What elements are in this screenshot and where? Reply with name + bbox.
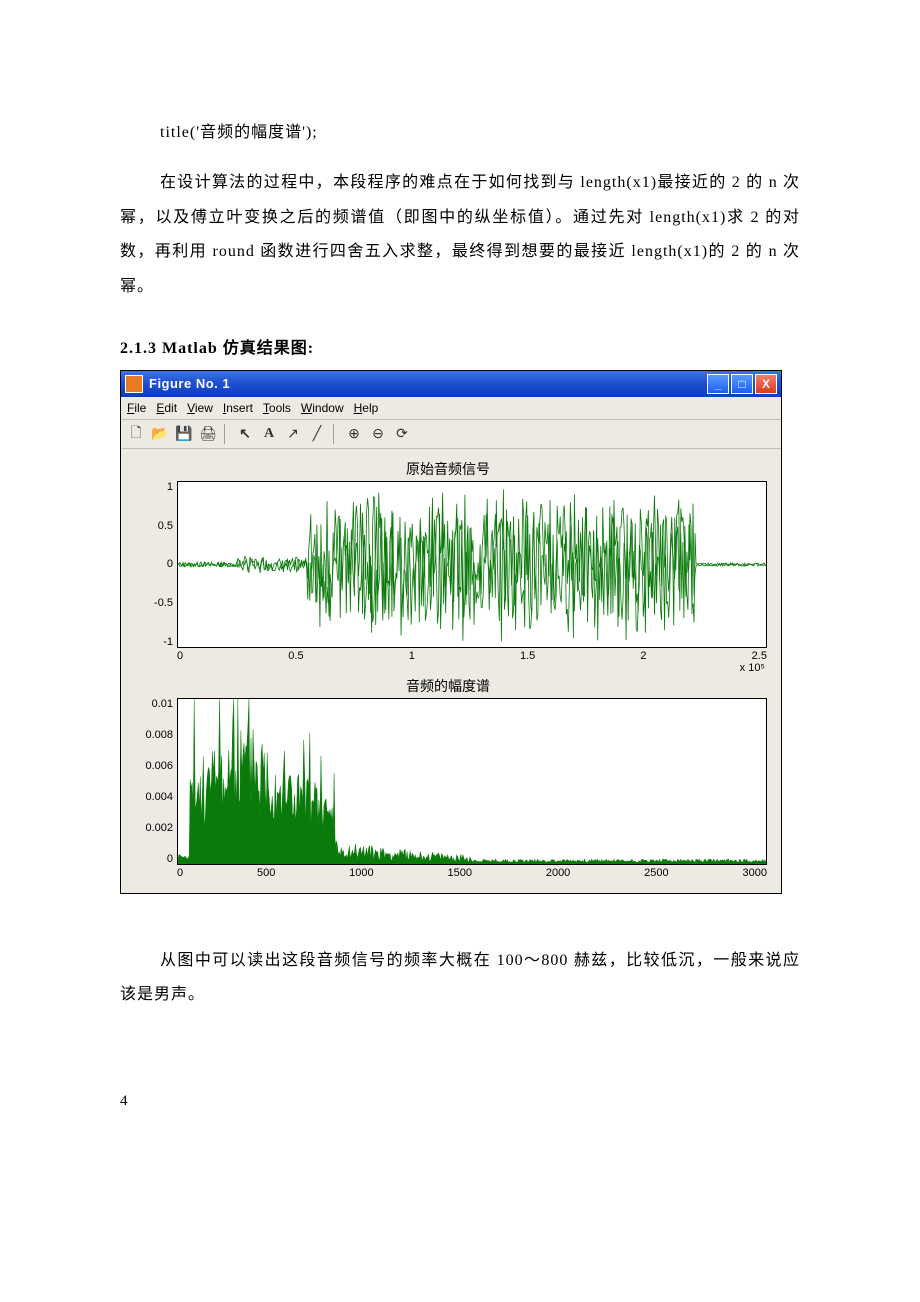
open-icon[interactable]: 📂 — [149, 423, 171, 445]
toolbar-separator — [333, 424, 338, 444]
save-icon[interactable]: 💾 — [173, 423, 195, 445]
menu-help[interactable]: Help — [354, 401, 379, 415]
rotate-icon[interactable]: ⟳ — [391, 423, 413, 445]
minimize-button[interactable]: _ — [707, 374, 729, 394]
plot2-xticks: 0 500 1000 1500 2000 2500 3000 — [177, 865, 767, 879]
plot-2: 音频的幅度谱 0.01 0.008 0.006 0.004 0.002 0 — [129, 674, 767, 879]
plot2-axes[interactable] — [177, 698, 767, 865]
plot2-title: 音频的幅度谱 — [129, 674, 767, 698]
page: title('音频的幅度谱'); 在设计算法的过程中，本段程序的难点在于如何找到… — [0, 0, 920, 1170]
plot-1: 原始音频信号 1 0.5 0 -0.5 -1 0 0.5 — [129, 457, 767, 674]
arrow-diag-icon[interactable]: ↗ — [282, 423, 304, 445]
menu-tools[interactable]: Tools — [263, 401, 291, 415]
plot-area: 原始音频信号 1 0.5 0 -0.5 -1 0 0.5 — [121, 449, 781, 893]
window-titlebar[interactable]: Figure No. 1 _ □ X — [121, 371, 781, 397]
toolbar-separator — [224, 424, 229, 444]
print-icon[interactable]: 🖨 — [197, 423, 219, 445]
paragraph-2: 从图中可以读出这段音频信号的频率大概在 100～800 赫兹，比较低沉，一般来说… — [120, 944, 800, 1013]
plot1-title: 原始音频信号 — [129, 457, 767, 481]
maximize-button[interactable]: □ — [731, 374, 753, 394]
zoom-out-icon[interactable]: ⊖ — [367, 423, 389, 445]
menu-file[interactable]: File — [127, 401, 146, 415]
section-heading: 2.1.3 Matlab 仿真结果图: — [120, 334, 800, 358]
plot1-xticks: 0 0.5 1 1.5 2 2.5 — [177, 648, 767, 662]
menu-window[interactable]: Window — [301, 401, 344, 415]
plot1-axes[interactable] — [177, 481, 767, 648]
line-icon[interactable]: ╱ — [306, 423, 328, 445]
plot2-yticks: 0.01 0.008 0.006 0.004 0.002 0 — [129, 698, 177, 865]
matlab-icon — [125, 375, 143, 393]
toolbar: 🗋 📂 💾 🖨 ↖ A ↗ ╱ ⊕ ⊖ ⟳ — [121, 420, 781, 449]
arrow-icon[interactable]: ↖ — [234, 423, 256, 445]
menu-edit[interactable]: Edit — [156, 401, 177, 415]
new-icon[interactable]: 🗋 — [125, 423, 147, 445]
matlab-figure-window: Figure No. 1 _ □ X File Edit View Insert… — [120, 370, 782, 894]
code-line: title('音频的幅度谱'); — [120, 116, 800, 150]
menu-view[interactable]: View — [187, 401, 213, 415]
plot1-yticks: 1 0.5 0 -0.5 -1 — [129, 481, 177, 648]
menu-bar: File Edit View Insert Tools Window Help — [121, 397, 781, 420]
plot1-x-exponent: x 10⁵ — [129, 662, 765, 674]
close-button[interactable]: X — [755, 374, 777, 394]
menu-insert[interactable]: Insert — [223, 401, 253, 415]
paragraph-1: 在设计算法的过程中，本段程序的难点在于如何找到与 length(x1)最接近的 … — [120, 166, 800, 304]
window-title: Figure No. 1 — [149, 376, 707, 391]
page-number: 4 — [120, 1093, 800, 1110]
zoom-in-icon[interactable]: ⊕ — [343, 423, 365, 445]
text-icon[interactable]: A — [258, 423, 280, 445]
